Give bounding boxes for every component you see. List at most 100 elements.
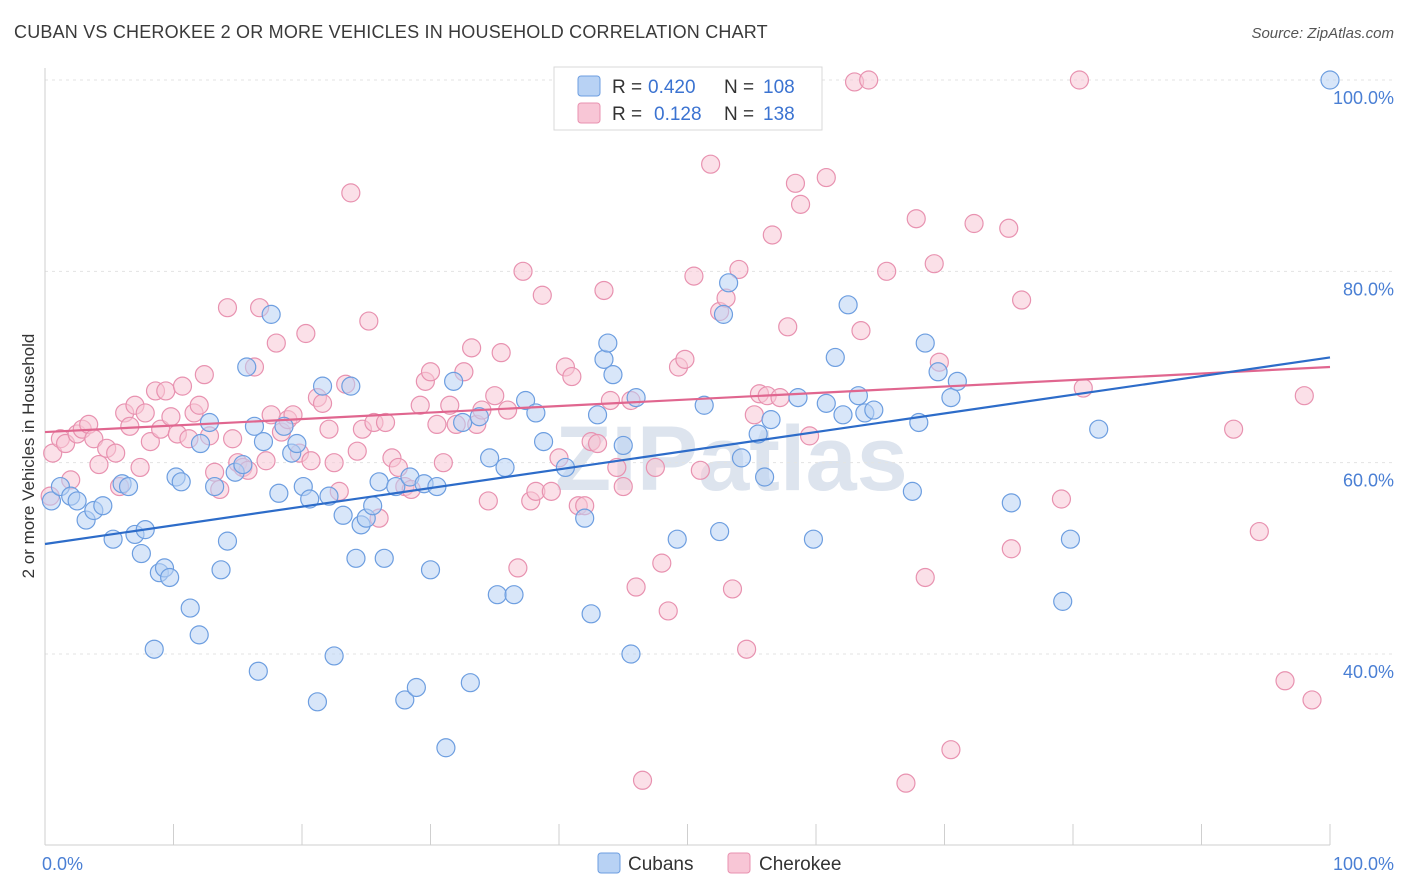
legend: R = 0.420 N = 108 R = 0.128 N = 138: [553, 66, 823, 131]
y-axis-label: 2 or more Vehicles in Household: [19, 334, 38, 579]
cherokee-point: [1294, 386, 1314, 406]
cubans-point: [598, 333, 618, 353]
legend-swatch-cherokee: [577, 102, 601, 124]
cubans-point: [312, 376, 333, 396]
chart-title: CUBAN VS CHEROKEE 2 OR MORE VEHICLES IN …: [14, 22, 768, 42]
cherokee-point: [690, 460, 710, 480]
cherokee-point: [859, 70, 879, 90]
cherokee-point: [964, 213, 984, 234]
cherokee-point: [319, 419, 339, 439]
cubans-point: [261, 304, 281, 324]
cherokee-point: [1001, 539, 1021, 559]
cherokee-point: [684, 266, 704, 286]
series-legend-label-cherokee: Cherokee: [759, 854, 841, 875]
cherokee-point: [427, 414, 447, 434]
cherokee-point: [256, 451, 276, 471]
cubans-point: [713, 304, 734, 324]
cubans-point: [118, 476, 139, 497]
cherokee-point: [816, 167, 836, 188]
cherokee-point: [217, 298, 238, 318]
cherokee-point: [600, 390, 621, 411]
legend-r-value-cubans: 0.420: [648, 77, 696, 98]
cherokee-point: [701, 154, 721, 174]
cubans-point: [803, 529, 824, 549]
cubans-point: [333, 505, 353, 525]
cubans-point: [1320, 70, 1340, 90]
cherokee-point: [851, 321, 871, 341]
cubans-point: [816, 393, 836, 413]
series-legend-swatch-cherokee: [727, 852, 751, 874]
cubans-point: [694, 395, 714, 415]
cubans-point: [710, 521, 730, 542]
cubans-point: [287, 433, 307, 454]
cubans-point: [754, 467, 775, 487]
y-tick-label: 40.0%: [1343, 662, 1394, 682]
cubans-point: [253, 432, 274, 452]
cubans-point: [469, 407, 489, 427]
cherokee-point: [744, 405, 764, 425]
cherokee-point: [541, 481, 561, 501]
x-tick-label-min: 0.0%: [42, 854, 83, 874]
cherokee-trend-line: [44, 365, 1331, 434]
cherokee-point: [485, 386, 505, 406]
y-tick-label: 80.0%: [1343, 279, 1394, 299]
cubans-point: [848, 386, 869, 406]
y-tick-labels: 40.0% 60.0% 80.0% 100.0%: [1333, 88, 1394, 682]
cherokee-point: [513, 261, 533, 281]
watermark: ZIPatlas: [555, 408, 908, 510]
cubans-point: [864, 400, 884, 420]
cherokee-point: [1011, 290, 1032, 310]
cherokee-point: [924, 254, 944, 274]
cherokee-point: [410, 395, 430, 415]
cubans-point: [941, 388, 961, 408]
cherokee-point: [130, 457, 150, 478]
cubans-point: [460, 673, 480, 693]
watermark-text: ZIPatlas: [555, 408, 908, 510]
legend-r-label-cherokee: R =: [612, 104, 642, 125]
chart-source: Source: ZipAtlas.com: [1251, 25, 1394, 42]
cubans-point: [237, 357, 257, 377]
cherokee-point: [645, 457, 665, 478]
cubans-point: [233, 454, 253, 475]
cubans-point: [144, 639, 164, 659]
cherokee-point: [737, 639, 757, 659]
cherokee-point: [375, 412, 396, 433]
cherokee-point: [172, 376, 193, 396]
cherokee-point: [626, 577, 646, 597]
cherokee-point: [1224, 419, 1244, 439]
cherokee-point: [324, 453, 344, 473]
legend-r-value-cherokee: 0.128: [654, 104, 702, 125]
cubans-point: [825, 347, 845, 368]
cubans-trend-line: [44, 356, 1331, 546]
legend-n-value-cherokee: 138: [763, 104, 795, 125]
cubans-point: [190, 433, 211, 454]
cubans-point: [274, 416, 294, 436]
cherokee-point: [135, 403, 155, 423]
cherokee-point: [440, 395, 460, 415]
trend-lines: [44, 356, 1331, 546]
cubans-point: [41, 491, 62, 511]
cubans-point: [626, 388, 646, 408]
cherokee-point: [433, 453, 453, 473]
cubans-point: [748, 424, 768, 444]
cherokee-point: [896, 773, 916, 793]
cubans-point: [613, 435, 633, 456]
cubans-point: [838, 295, 858, 315]
cherokee-point: [877, 261, 897, 281]
cherokee-point: [189, 395, 209, 415]
legend-n-label-cherokee: N =: [724, 104, 754, 125]
cubans-point: [436, 738, 456, 758]
cherokee-point: [762, 225, 782, 245]
cherokee-point: [223, 429, 243, 449]
cubans-point: [575, 508, 595, 528]
cherokee-point: [266, 333, 286, 353]
cubans-point: [533, 432, 554, 452]
cherokee-point: [915, 567, 935, 588]
cherokee-point: [508, 558, 528, 578]
cubans-point: [947, 371, 967, 391]
cubans-point: [307, 692, 328, 712]
cherokee-point: [120, 416, 140, 436]
cherokee-point: [532, 285, 552, 305]
cherokee-point: [594, 280, 614, 301]
